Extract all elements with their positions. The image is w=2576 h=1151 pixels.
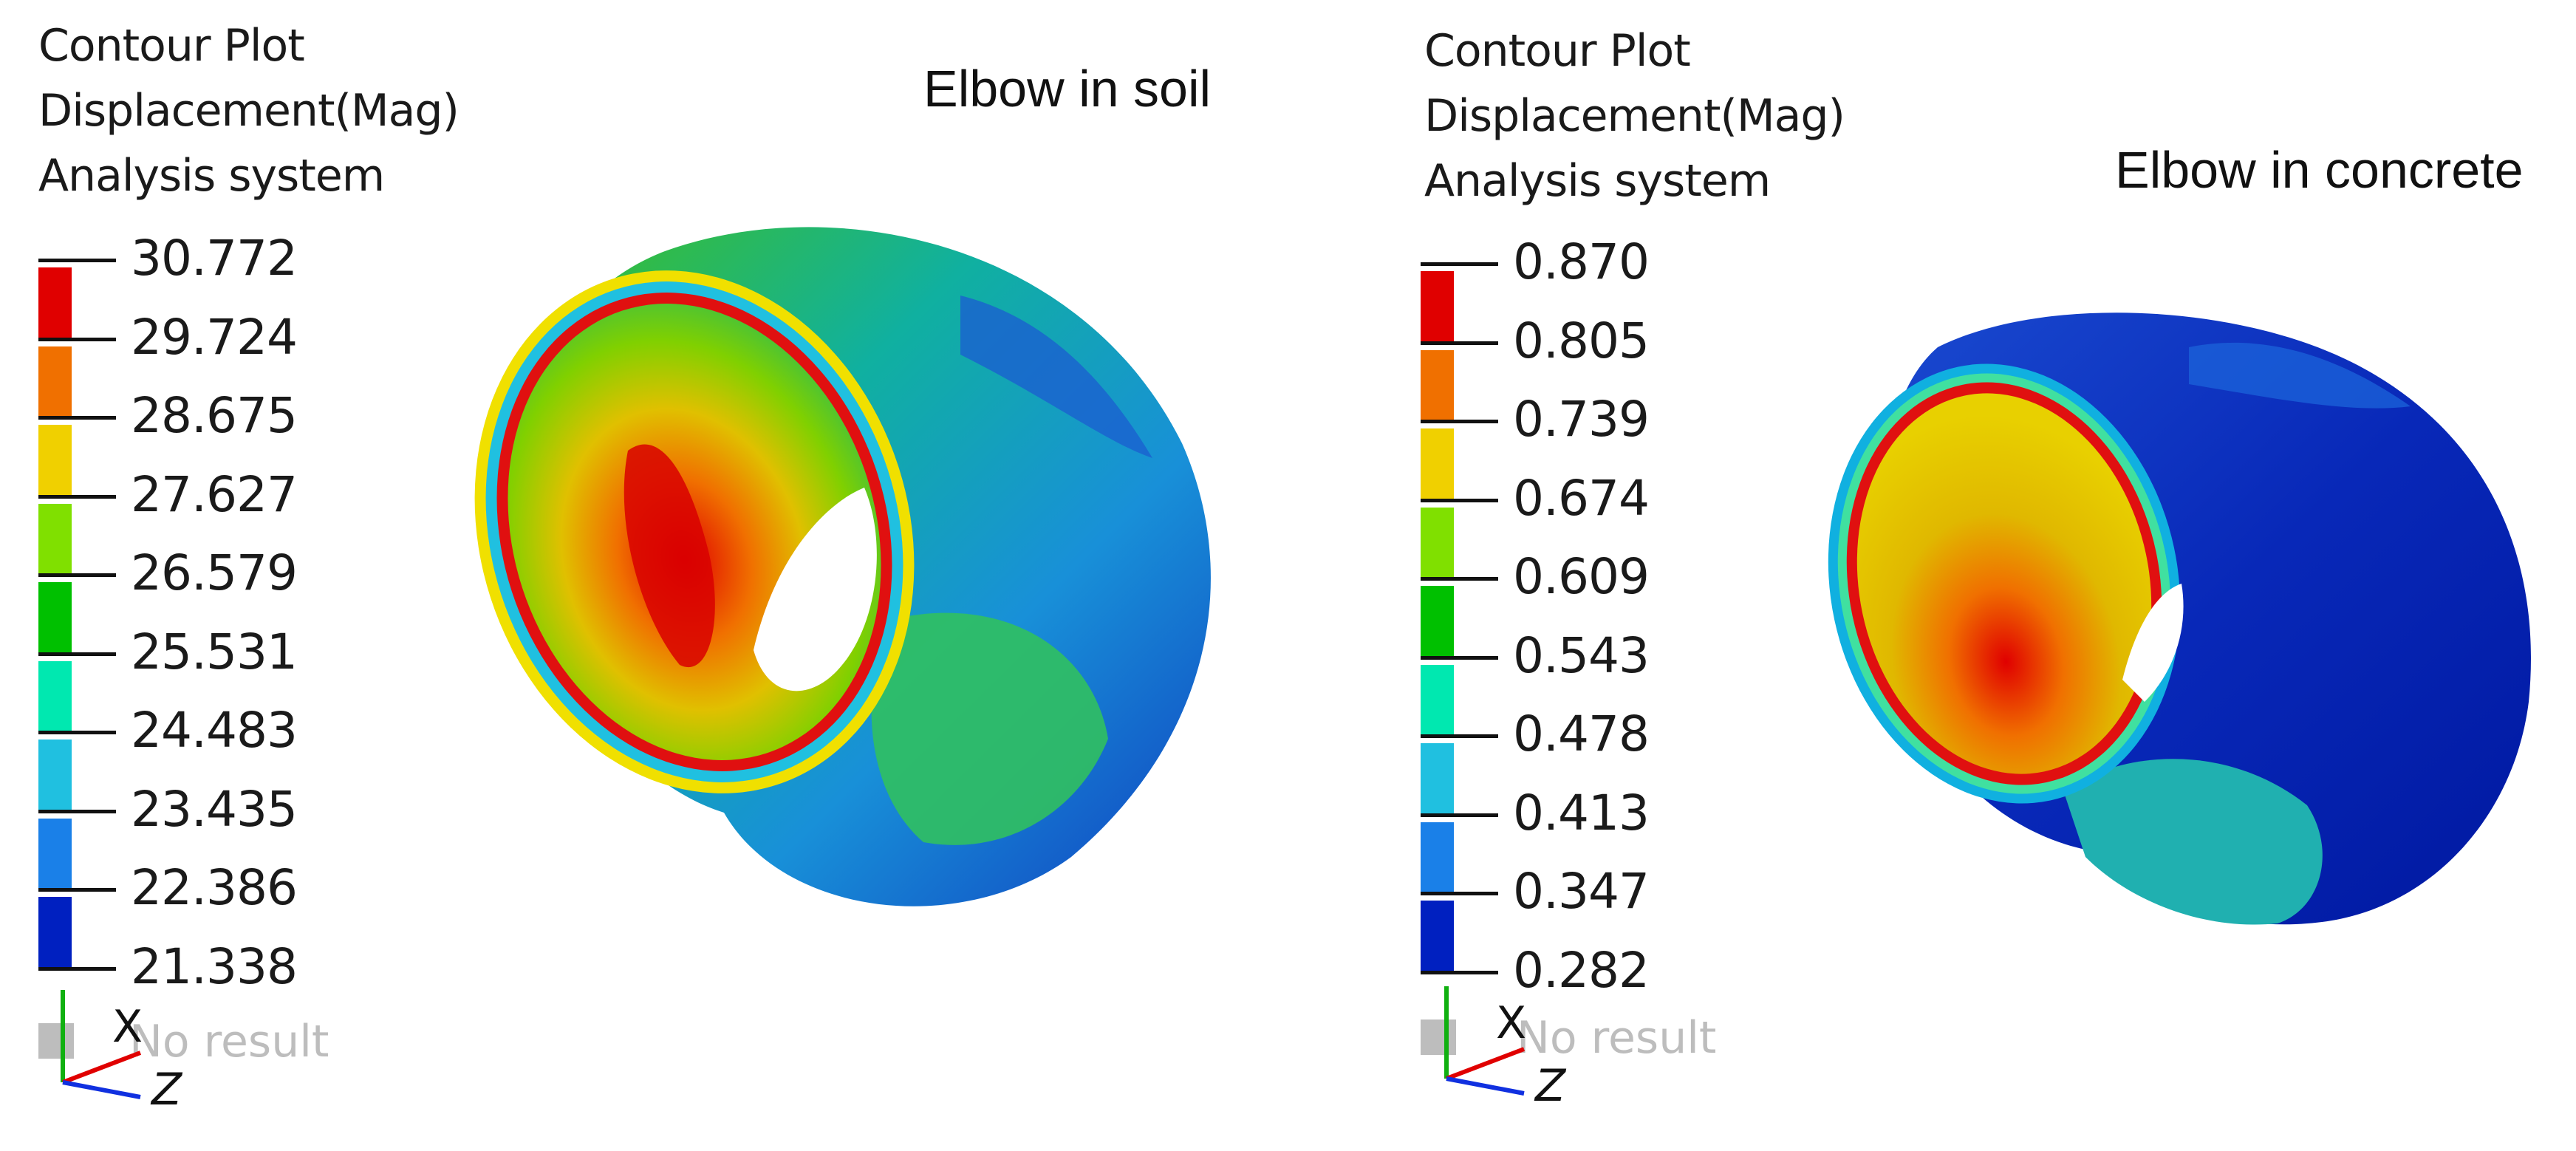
legend-tick	[1421, 970, 1498, 974]
legend-color-band	[38, 897, 72, 967]
legend-color-band	[38, 503, 72, 573]
legend-color-band	[1421, 901, 1454, 971]
legend-color-band	[38, 582, 72, 652]
legend-tick	[38, 809, 116, 813]
contour-patch	[2189, 342, 2411, 409]
legend-value: 0.609	[1513, 548, 1650, 605]
legend-color-band	[1421, 271, 1454, 341]
legend-value: 0.805	[1513, 312, 1650, 369]
legend-color-band	[1421, 349, 1454, 420]
legend-color-band	[1421, 586, 1454, 656]
header-line-3: Analysis system	[1424, 155, 1771, 207]
plot-title: Elbow in soil	[923, 60, 1212, 117]
legend-color-band	[1421, 822, 1454, 892]
legend-tick	[1421, 734, 1498, 738]
contour-patch	[623, 444, 715, 668]
legend-value: 0.282	[1513, 941, 1650, 999]
legend-tick	[1421, 892, 1498, 895]
legend-value: 0.478	[1513, 706, 1650, 762]
legend-color-band	[38, 425, 72, 495]
elbow-interior	[1856, 393, 2152, 774]
header-line-2: Displacement(Mag)	[1424, 90, 1845, 142]
legend-value: 21.338	[131, 937, 298, 995]
legend-color-band	[38, 346, 72, 416]
legend-tick	[38, 259, 116, 262]
legend-tick	[1421, 420, 1498, 423]
plot-header: Contour Plot Displacement(Mag) Analysis …	[1424, 18, 1845, 214]
legend-value: 0.674	[1513, 469, 1650, 527]
legend-tick	[38, 966, 116, 971]
legend-tick	[1421, 341, 1498, 345]
legend-color-band	[38, 740, 72, 810]
axis-z-label: Z	[1534, 1060, 1567, 1108]
header-line-3: Analysis system	[38, 150, 385, 202]
legend-tick	[38, 888, 116, 892]
legend-tick	[38, 494, 116, 499]
coordinate-axes-icon: X Z	[61, 990, 183, 1112]
contour-legend: 30.772 29.724 28.675 27.627 26.579 25.531 24.4…	[38, 229, 541, 991]
legend-value: 23.435	[131, 780, 298, 838]
legend-value: 27.627	[131, 465, 298, 523]
legend-tick	[1421, 577, 1498, 581]
legend-color-band	[1421, 664, 1454, 734]
header-line-2: Displacement(Mag)	[38, 85, 459, 137]
legend-value: 26.579	[131, 544, 298, 601]
contour-patch	[960, 296, 1152, 458]
legend-color-band	[38, 818, 72, 888]
legend-tick	[1421, 498, 1498, 502]
no-result-label: No result	[129, 1016, 329, 1068]
legend-value: 22.386	[131, 859, 298, 916]
legend-value: 30.772	[131, 230, 298, 287]
legend-value: 24.483	[131, 702, 298, 759]
elbow-through-hole	[2122, 584, 2184, 702]
legend-value: 25.531	[131, 623, 298, 680]
legend-value: 0.870	[1513, 233, 1650, 290]
legend-color-band	[38, 267, 72, 338]
header-line-1: Contour Plot	[1424, 25, 1691, 77]
elbow-through-hole	[754, 488, 877, 691]
contour-panel-soil: Contour Plot Displacement(Mag) Analysis …	[38, 13, 1212, 1112]
plot-header: Contour Plot Displacement(Mag) Analysis …	[38, 13, 459, 208]
no-result-label: No result	[1517, 1012, 1717, 1064]
legend-value: 0.347	[1513, 863, 1650, 920]
legend-value: 0.543	[1513, 626, 1650, 684]
elbow-soil-model	[474, 227, 1211, 906]
legend-tick	[1421, 655, 1498, 660]
no-result-swatch	[1421, 1019, 1456, 1055]
no-result-swatch	[38, 1023, 74, 1059]
legend-color-band	[1421, 428, 1454, 499]
legend-tick	[38, 652, 116, 656]
legend-value: 0.739	[1513, 391, 1650, 448]
legend-tick	[38, 337, 116, 341]
contour-patch	[871, 612, 1108, 845]
axis-z-label: Z	[150, 1064, 183, 1112]
legend-value: 29.724	[131, 308, 298, 366]
axis-x-label: X	[112, 1001, 143, 1053]
contour-patch	[2063, 759, 2323, 925]
legend-tick	[38, 731, 116, 734]
contour-panel-concrete: Contour Plot Displacement(Mag) Analysis …	[1288, 0, 2575, 1151]
coordinate-axes-icon: X Z	[1444, 986, 1567, 1108]
legend-color-band	[38, 660, 72, 731]
legend-color-band	[1421, 743, 1454, 813]
legend-color-band	[1421, 507, 1454, 577]
legend-value: 0.413	[1513, 784, 1650, 841]
legend-tick	[1421, 813, 1498, 817]
legend-tick	[1421, 262, 1498, 266]
header-line-1: Contour Plot	[38, 20, 305, 72]
axis-x-label: X	[1496, 997, 1526, 1049]
plot-title: Elbow in concrete	[2115, 141, 2524, 199]
contour-legend: 0.870 0.805 0.739 0.674 0.609 0.543 0.478 0.413…	[1421, 233, 1923, 994]
legend-tick	[38, 573, 116, 577]
legend-tick	[38, 416, 116, 420]
elbow-concrete-model	[1828, 312, 2531, 925]
legend-value: 28.675	[131, 387, 298, 444]
